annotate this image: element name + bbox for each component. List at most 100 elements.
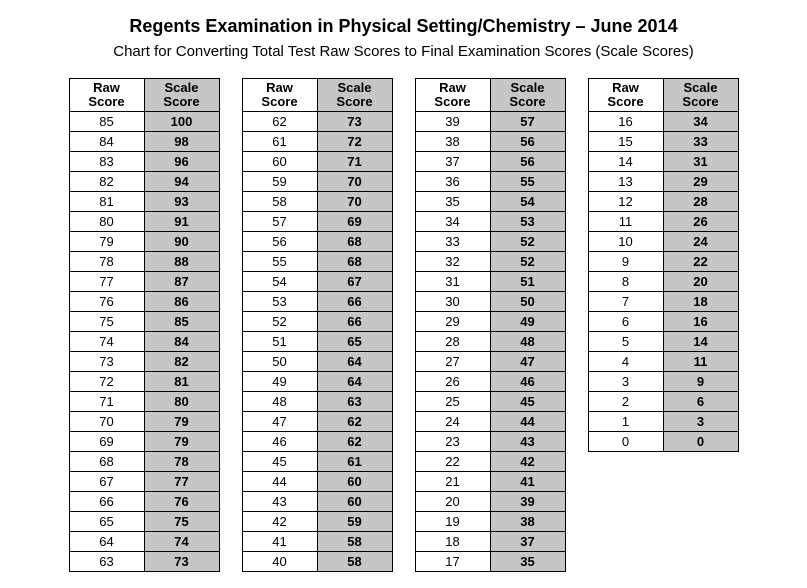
score-table-2: RawScoreScaleScore6273617260715970587057… <box>242 78 393 572</box>
scale-score-cell: 94 <box>144 172 219 192</box>
table-row: 8396 <box>69 152 219 172</box>
scale-score-cell: 68 <box>317 232 392 252</box>
scale-score-cell: 90 <box>144 232 219 252</box>
scale-score-cell: 33 <box>663 132 738 152</box>
scale-score-cell: 29 <box>663 172 738 192</box>
raw-score-cell: 16 <box>588 112 663 132</box>
scale-score-cell: 62 <box>317 432 392 452</box>
table-row: 5668 <box>242 232 392 252</box>
raw-score-cell: 24 <box>415 412 490 432</box>
table-row: 1938 <box>415 512 565 532</box>
scale-score-cell: 63 <box>317 392 392 412</box>
scale-score-cell: 47 <box>490 352 565 372</box>
scale-score-cell: 43 <box>490 432 565 452</box>
scale-score-cell: 46 <box>490 372 565 392</box>
raw-score-cell: 51 <box>242 332 317 352</box>
raw-score-cell: 33 <box>415 232 490 252</box>
raw-score-cell: 54 <box>242 272 317 292</box>
table-row: 3151 <box>415 272 565 292</box>
scale-score-cell: 82 <box>144 352 219 372</box>
table-row: 3957 <box>415 112 565 132</box>
scale-score-cell: 71 <box>317 152 392 172</box>
scale-score-cell: 91 <box>144 212 219 232</box>
raw-score-cell: 85 <box>69 112 144 132</box>
table-row: 8091 <box>69 212 219 232</box>
scale-score-cell: 96 <box>144 152 219 172</box>
scale-score-cell: 35 <box>490 552 565 572</box>
scale-score-cell: 81 <box>144 372 219 392</box>
scale-score-cell: 61 <box>317 452 392 472</box>
table-row: 3655 <box>415 172 565 192</box>
raw-score-cell: 82 <box>69 172 144 192</box>
scale-score-cell: 18 <box>663 292 738 312</box>
score-table-4: RawScoreScaleScore1634153314311329122811… <box>588 78 739 452</box>
scale-score-cell: 58 <box>317 552 392 572</box>
scale-score-cell: 84 <box>144 332 219 352</box>
table-row: 7888 <box>69 252 219 272</box>
table-row: 7585 <box>69 312 219 332</box>
scale-score-cell: 58 <box>317 532 392 552</box>
raw-score-cell: 76 <box>69 292 144 312</box>
table-row: 4158 <box>242 532 392 552</box>
scale-score-cell: 74 <box>144 532 219 552</box>
table-row: 411 <box>588 352 738 372</box>
table-row: 5870 <box>242 192 392 212</box>
scale-score-cell: 75 <box>144 512 219 532</box>
raw-score-cell: 84 <box>69 132 144 152</box>
scale-score-cell: 16 <box>663 312 738 332</box>
raw-score-cell: 66 <box>69 492 144 512</box>
scale-score-cell: 62 <box>317 412 392 432</box>
raw-score-cell: 26 <box>415 372 490 392</box>
scale-score-cell: 60 <box>317 492 392 512</box>
raw-score-cell: 6 <box>588 312 663 332</box>
score-table-1: RawScoreScaleScore8510084988396829481938… <box>69 78 220 572</box>
scale-score-header: ScaleScore <box>490 79 565 112</box>
raw-score-cell: 61 <box>242 132 317 152</box>
raw-score-cell: 27 <box>415 352 490 372</box>
table-row: 2141 <box>415 472 565 492</box>
conversion-tables: RawScoreScaleScore8510084988396829481938… <box>20 78 787 572</box>
scale-score-cell: 100 <box>144 112 219 132</box>
raw-score-cell: 3 <box>588 372 663 392</box>
scale-score-cell: 20 <box>663 272 738 292</box>
table-row: 2949 <box>415 312 565 332</box>
table-row: 3352 <box>415 232 565 252</box>
table-row: 26 <box>588 392 738 412</box>
scale-score-cell: 52 <box>490 252 565 272</box>
raw-score-cell: 70 <box>69 412 144 432</box>
table-row: 6676 <box>69 492 219 512</box>
raw-score-cell: 9 <box>588 252 663 272</box>
raw-score-cell: 30 <box>415 292 490 312</box>
scale-score-cell: 93 <box>144 192 219 212</box>
scale-score-cell: 77 <box>144 472 219 492</box>
table-row: 3756 <box>415 152 565 172</box>
table-row: 3050 <box>415 292 565 312</box>
page-subtitle: Chart for Converting Total Test Raw Scor… <box>20 43 787 60</box>
table-row: 5568 <box>242 252 392 272</box>
table-row: 6575 <box>69 512 219 532</box>
table-row: 1329 <box>588 172 738 192</box>
raw-score-cell: 21 <box>415 472 490 492</box>
raw-score-cell: 55 <box>242 252 317 272</box>
raw-score-cell: 15 <box>588 132 663 152</box>
raw-score-cell: 4 <box>588 352 663 372</box>
table-row: 1533 <box>588 132 738 152</box>
scale-score-cell: 3 <box>663 412 738 432</box>
raw-score-cell: 11 <box>588 212 663 232</box>
table-row: 2646 <box>415 372 565 392</box>
table-row: 5165 <box>242 332 392 352</box>
raw-score-cell: 52 <box>242 312 317 332</box>
table-row: 5266 <box>242 312 392 332</box>
raw-score-header: RawScore <box>415 79 490 112</box>
raw-score-cell: 67 <box>69 472 144 492</box>
table-row: 6373 <box>69 552 219 572</box>
table-row: 6878 <box>69 452 219 472</box>
raw-score-cell: 13 <box>588 172 663 192</box>
table-row: 1228 <box>588 192 738 212</box>
raw-score-cell: 12 <box>588 192 663 212</box>
table-row: 5467 <box>242 272 392 292</box>
scale-score-cell: 66 <box>317 292 392 312</box>
scale-score-cell: 28 <box>663 192 738 212</box>
raw-score-cell: 75 <box>69 312 144 332</box>
table-row: 2545 <box>415 392 565 412</box>
